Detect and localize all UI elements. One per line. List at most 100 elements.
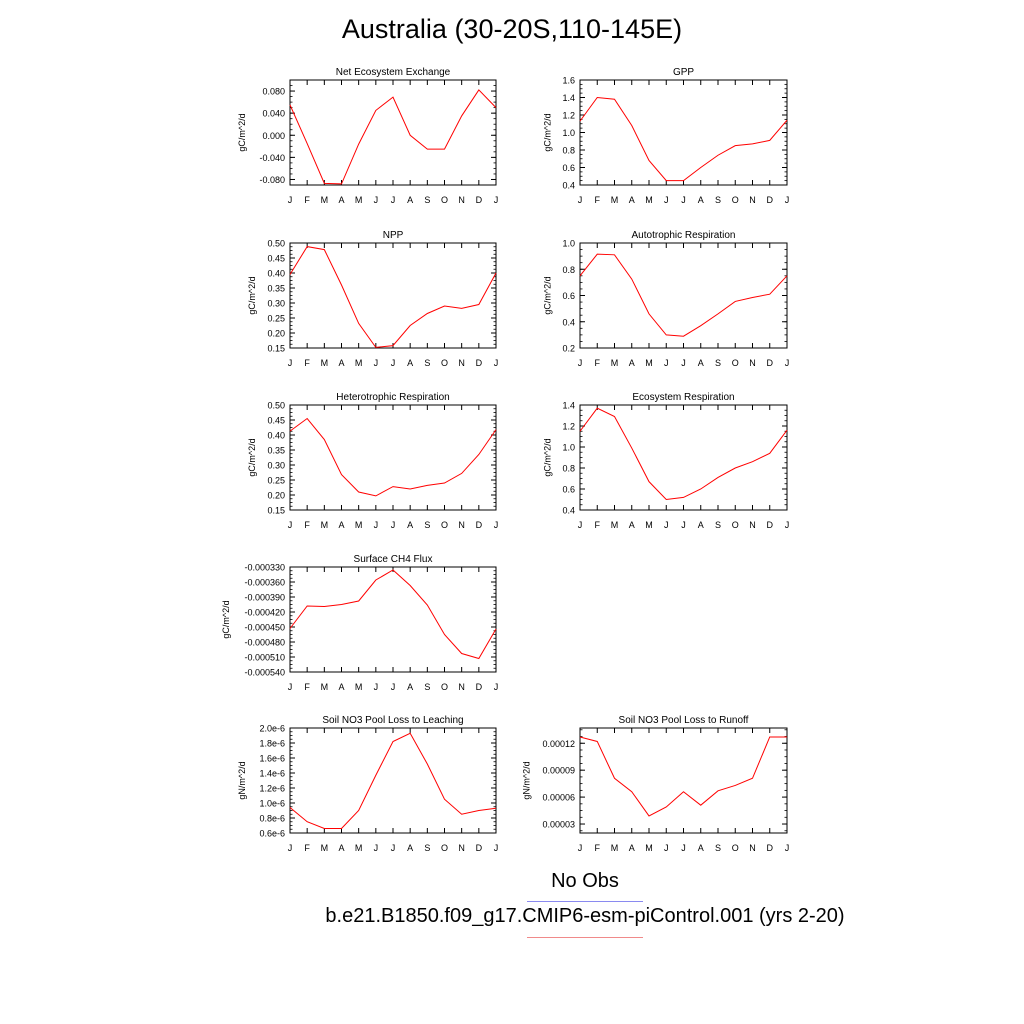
panel-title: Net Ecosystem Exchange xyxy=(336,67,451,78)
x-tick-label: J xyxy=(664,195,669,205)
x-tick-label: A xyxy=(407,358,413,368)
x-tick-label: M xyxy=(321,520,329,530)
y-tick-label: 0.6 xyxy=(562,163,575,173)
x-tick-label: A xyxy=(338,195,344,205)
y-tick-label: 0.6 xyxy=(562,291,575,301)
x-tick-label: S xyxy=(715,520,721,530)
x-tick-label: J xyxy=(664,843,669,853)
y-tick-label: 0.50 xyxy=(267,401,285,411)
panel-title: NPP xyxy=(383,230,404,241)
x-tick-label: M xyxy=(645,195,653,205)
plot-frame xyxy=(579,242,788,349)
x-tick-label: M xyxy=(355,843,363,853)
x-tick-label: A xyxy=(407,843,413,853)
y-tick-label: 0.8 xyxy=(562,265,575,275)
panel-title: Heterotrophic Respiration xyxy=(336,392,449,403)
y-tick-label: 0.35 xyxy=(267,446,285,456)
series-line xyxy=(289,569,497,660)
x-tick-label: M xyxy=(321,358,329,368)
x-tick-label: J xyxy=(494,682,499,692)
x-tick-label: O xyxy=(441,682,448,692)
series-line xyxy=(289,246,497,348)
x-tick-label: M xyxy=(611,843,619,853)
x-tick-label: A xyxy=(338,520,344,530)
x-tick-label: D xyxy=(767,195,774,205)
y-axis-label: gC/m^2/d xyxy=(237,113,247,151)
y-tick-label: 0.8 xyxy=(562,464,575,474)
plot-frame xyxy=(289,79,497,186)
x-tick-label: A xyxy=(629,843,635,853)
y-tick-label: -0.040 xyxy=(259,153,285,163)
y-tick-label: 0.15 xyxy=(267,344,285,354)
x-tick-label: M xyxy=(321,195,329,205)
y-tick-label: 0.40 xyxy=(267,431,285,441)
plot-frame xyxy=(289,727,497,834)
y-tick-label: 0.45 xyxy=(267,416,285,426)
x-tick-label: M xyxy=(645,843,653,853)
x-tick-label: N xyxy=(458,520,465,530)
x-tick-label: O xyxy=(732,358,739,368)
x-tick-label: D xyxy=(476,682,483,692)
x-tick-label: F xyxy=(304,843,310,853)
plot-frame xyxy=(579,727,788,834)
series-line xyxy=(289,417,497,497)
y-tick-label: 0.4 xyxy=(562,181,575,191)
y-tick-label: 0.080 xyxy=(262,87,285,97)
y-tick-label: 0.00009 xyxy=(542,766,575,776)
y-tick-label: 0.30 xyxy=(267,461,285,471)
x-tick-label: J xyxy=(681,358,686,368)
x-tick-label: S xyxy=(424,195,430,205)
panel-title: GPP xyxy=(673,67,694,78)
y-tick-label: 1.6 xyxy=(562,76,575,86)
x-tick-label: J xyxy=(374,843,379,853)
plot-frame xyxy=(579,79,788,186)
plot-frame xyxy=(289,566,497,673)
x-tick-label: O xyxy=(441,195,448,205)
x-tick-label: F xyxy=(304,358,310,368)
x-tick-label: J xyxy=(785,843,790,853)
x-tick-label: O xyxy=(732,520,739,530)
x-tick-label: J xyxy=(288,358,293,368)
x-tick-label: M xyxy=(321,682,329,692)
x-tick-label: J xyxy=(391,195,396,205)
x-tick-label: M xyxy=(355,195,363,205)
x-tick-label: F xyxy=(595,520,601,530)
y-tick-label: 0.4 xyxy=(562,317,575,327)
y-tick-label: -0.000390 xyxy=(244,593,285,603)
x-tick-label: O xyxy=(732,195,739,205)
plot-frame xyxy=(289,404,497,511)
legend-case-label: b.e21.B1850.f09_g17.CMIP6-esm-piControl.… xyxy=(325,905,845,927)
x-tick-label: A xyxy=(407,195,413,205)
x-tick-label: S xyxy=(715,843,721,853)
panel-title: Autotrophic Respiration xyxy=(632,230,736,241)
x-tick-label: S xyxy=(424,682,430,692)
y-tick-label: 0.8e-6 xyxy=(259,814,285,824)
x-tick-label: J xyxy=(578,358,583,368)
y-tick-label: 0.25 xyxy=(267,314,285,324)
y-tick-label: 0.4 xyxy=(562,506,575,516)
x-tick-label: M xyxy=(355,520,363,530)
y-tick-label: -0.000480 xyxy=(244,638,285,648)
y-axis-label: gC/m^2/d xyxy=(247,438,257,476)
x-tick-label: J xyxy=(374,358,379,368)
y-tick-label: 0.25 xyxy=(267,476,285,486)
series-line xyxy=(579,736,787,817)
y-tick-label: 2.0e-6 xyxy=(259,724,285,734)
y-axis-label: gC/m^2/d xyxy=(247,276,257,314)
x-tick-label: J xyxy=(374,682,379,692)
x-tick-label: N xyxy=(749,843,756,853)
y-tick-label: 1.2e-6 xyxy=(259,784,285,794)
y-tick-label: -0.080 xyxy=(259,175,285,185)
y-axis-label: gN/m^2/d xyxy=(237,761,247,799)
x-tick-label: J xyxy=(578,843,583,853)
legend-no-obs-line xyxy=(527,901,643,902)
legend-no-obs-label: No Obs xyxy=(551,870,619,892)
page-title: Australia (30-20S,110-145E) xyxy=(341,14,683,44)
y-tick-label: 1.0 xyxy=(562,128,575,138)
y-tick-label: 1.4 xyxy=(562,93,575,103)
